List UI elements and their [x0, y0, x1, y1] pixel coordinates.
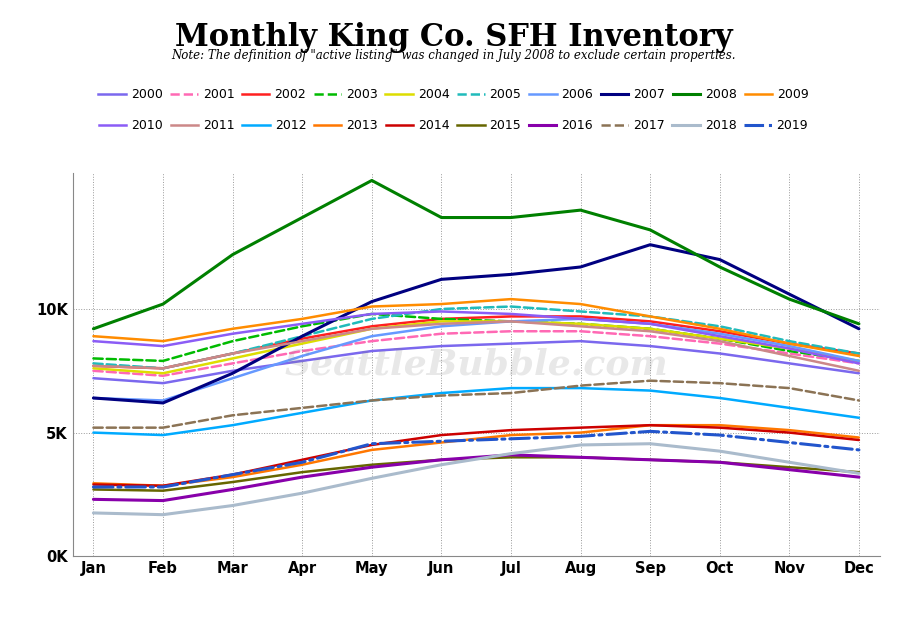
- Text: Note: The definition of "active listing" was changed in July 2008 to exclude cer: Note: The definition of "active listing"…: [171, 49, 736, 62]
- Text: SeattleBubble.com: SeattleBubble.com: [284, 347, 668, 382]
- Text: Monthly King Co. SFH Inventory: Monthly King Co. SFH Inventory: [175, 22, 732, 53]
- Legend: 2000, 2001, 2002, 2003, 2004, 2005, 2006, 2007, 2008, 2009: 2000, 2001, 2002, 2003, 2004, 2005, 2006…: [93, 83, 814, 106]
- Legend: 2010, 2011, 2012, 2013, 2014, 2015, 2016, 2017, 2018, 2019: 2010, 2011, 2012, 2013, 2014, 2015, 2016…: [94, 114, 813, 137]
